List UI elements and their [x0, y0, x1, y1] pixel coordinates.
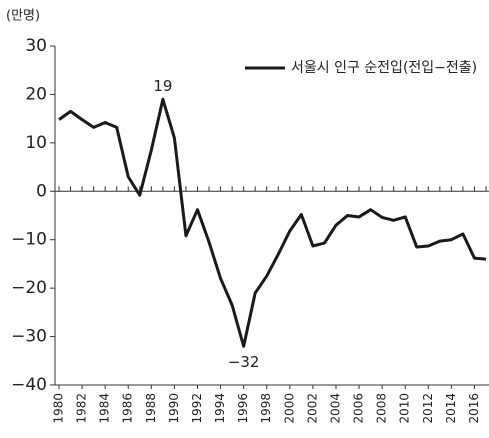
- x-tick-label: 1990: [167, 393, 181, 424]
- y-tick-label: 20: [25, 84, 47, 104]
- x-tick-label: 1982: [75, 393, 89, 424]
- x-tick-label: 1996: [236, 393, 250, 424]
- x-tick-label: 2014: [444, 393, 458, 424]
- x-tick-label: 1988: [144, 393, 158, 424]
- x-tick-label: 1998: [259, 393, 273, 424]
- x-tick-label: 2002: [305, 393, 319, 424]
- x-tick-label: 1992: [190, 393, 204, 424]
- x-tick-label: 2012: [421, 393, 435, 424]
- annotation: −32: [228, 353, 260, 371]
- x-tick-label: 2008: [375, 393, 389, 424]
- y-tick-label: 0: [36, 181, 47, 201]
- y-tick-label: −30: [11, 327, 47, 347]
- y-tick-label: 30: [25, 36, 47, 56]
- x-tick-label: 2010: [398, 393, 412, 424]
- x-tick-label: 1994: [213, 393, 227, 424]
- y-tick-label: −10: [11, 230, 47, 250]
- x-tick-label: 2006: [352, 393, 366, 424]
- y-tick-label: 10: [25, 133, 47, 153]
- data-line: [58, 97, 487, 348]
- x-tick-label: 2016: [467, 393, 481, 424]
- x-tick-label: 2004: [328, 393, 342, 424]
- x-tick-label: 1986: [121, 393, 135, 424]
- x-tick-label: 1984: [98, 393, 112, 424]
- x-tick-label: 1980: [52, 393, 66, 424]
- annotation: 19: [153, 77, 172, 95]
- legend-label: 서울시 인구 순전입(전입−전출): [291, 60, 477, 76]
- x-tick-label: 2000: [282, 393, 296, 424]
- y-tick-label: −20: [11, 278, 47, 298]
- y-tick-label: −40: [11, 375, 47, 395]
- y-axis-label: (만명): [6, 9, 40, 24]
